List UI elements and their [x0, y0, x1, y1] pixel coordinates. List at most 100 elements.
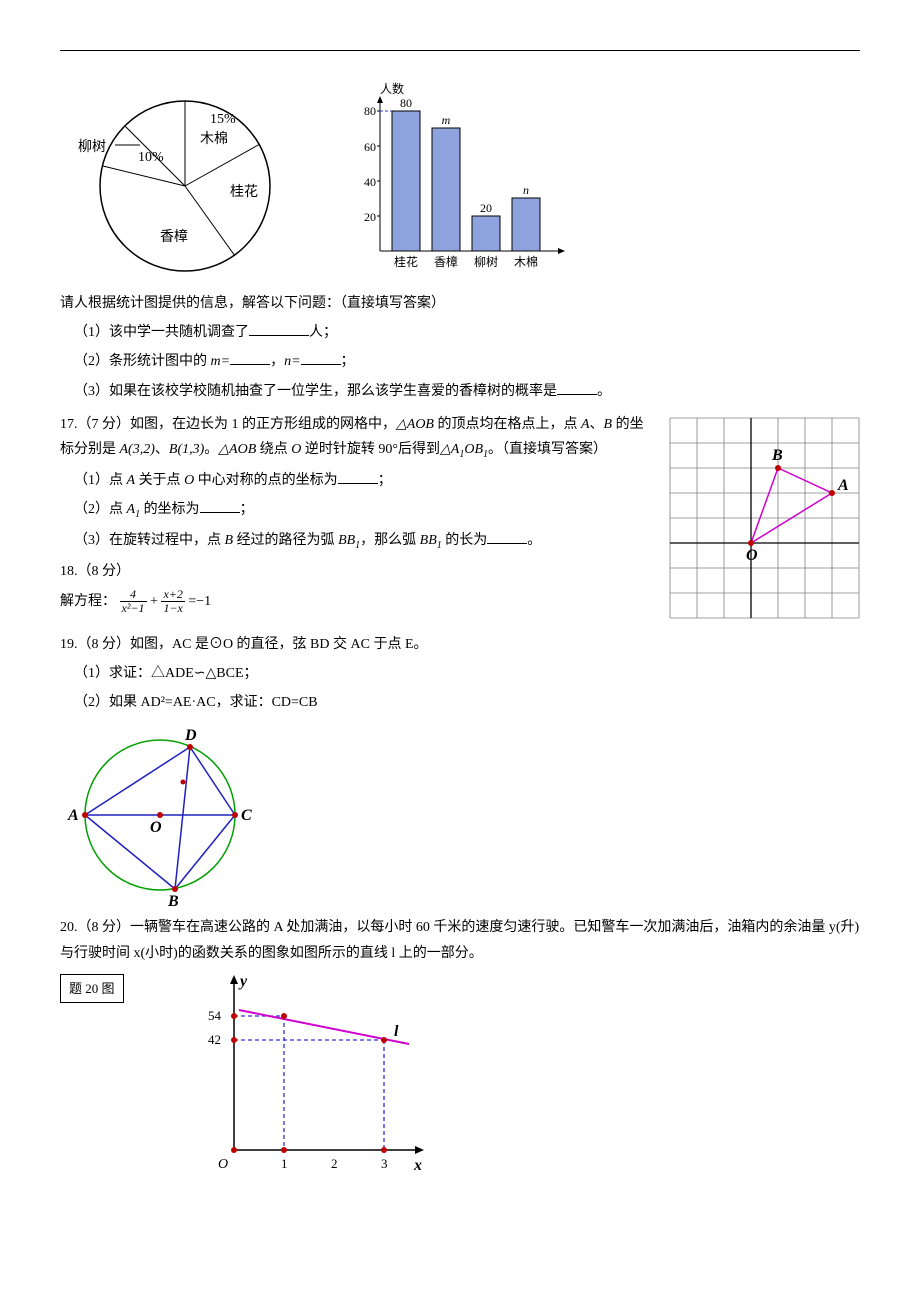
pie-label-liushu: 柳树 — [78, 138, 106, 155]
q18-eq: 解方程： 4x²−1 + x+21−x =−1 — [60, 588, 650, 615]
q16-p2-a: （2）条形统计图中的 — [74, 354, 211, 369]
bar-cat-3: 木棉 — [514, 255, 538, 269]
blank — [487, 529, 527, 544]
t: （2）点 — [74, 502, 127, 517]
q17-stem-f: 绕点 — [256, 442, 291, 457]
lbl-O: O — [150, 819, 162, 836]
t: （3）在旋转过程中，点 — [74, 533, 225, 548]
bar-ylabel: 人数 — [380, 81, 404, 96]
bar-ytick-60: 60 — [364, 140, 376, 154]
lbl-D: D — [184, 727, 197, 744]
q17-stem-a: 17.（7 分）如图，在边长为 1 的正方形组成的网格中， — [60, 417, 396, 432]
q16-p2-end: ； — [341, 354, 355, 369]
t: ； — [378, 473, 392, 488]
bar-ytick-80: 80 — [364, 104, 376, 118]
q20-graph: y x O 54 42 1 2 3 l — [184, 970, 434, 1180]
q17-stem-g: 逆时针旋转 90°后得到 — [301, 442, 440, 457]
q16-p3-end: 。 — [597, 384, 611, 399]
lbl-B: B — [167, 893, 179, 910]
t: 的长为 — [442, 533, 488, 548]
line-l: l — [394, 1023, 399, 1040]
f1n: 4 — [120, 588, 147, 602]
y42: 42 — [208, 1032, 221, 1047]
q19-figure: A C D B O — [60, 720, 260, 910]
t: （1）点 — [74, 473, 127, 488]
grid-B: B — [771, 447, 783, 464]
bar-val-2: 20 — [480, 201, 492, 215]
blank — [338, 469, 378, 484]
q17-stem: 17.（7 分）如图，在边长为 1 的正方形组成的网格中，△AOB 的顶点均在格… — [60, 412, 650, 464]
q16-p1-a: （1）该中学一共随机调查了 — [74, 325, 249, 340]
t: 经过的路径为弧 — [233, 533, 338, 548]
q17-coordB: B(1,3) — [169, 442, 204, 457]
x3: 3 — [381, 1156, 388, 1171]
bar-mumian — [512, 198, 540, 251]
bar-val-0: 80 — [400, 96, 412, 110]
y54: 54 — [208, 1008, 222, 1023]
q17-stem-h: 。（直接填写答案） — [488, 442, 607, 457]
q17-stem-c: 、 — [590, 417, 604, 432]
grid-A: A — [837, 477, 849, 494]
q16-p1: （1）该中学一共随机调查了 人； — [60, 320, 860, 345]
f2d: 1−x — [161, 602, 184, 615]
t: ； — [240, 502, 254, 517]
bar-chart: 人数 80 60 40 20 — [350, 81, 570, 281]
q16-p1-b: 人； — [309, 325, 337, 340]
lbl-C: C — [241, 807, 252, 824]
bar-xiangzhang — [432, 128, 460, 251]
q18-head: 18.（8 分） — [60, 559, 650, 584]
q20-stem: 20.（8 分）一辆警车在高速公路的 A 处加满油，以每小时 60 千米的速度匀… — [60, 915, 860, 965]
q17-p2: （2）点 A1 的坐标为； — [60, 497, 650, 524]
eq: =−1 — [188, 594, 211, 609]
q16-p2: （2）条形统计图中的 m=，n=； — [60, 349, 860, 374]
t: ，那么弧 — [360, 533, 420, 548]
t: 关于点 — [135, 473, 184, 488]
q17-coordA: A(3,2) — [120, 442, 155, 457]
bar-guihua — [392, 111, 420, 251]
t: 中心对称的点的坐标为 — [194, 473, 338, 488]
origin: O — [218, 1157, 228, 1172]
t: 的坐标为 — [140, 502, 200, 517]
q17-p3: （3）在旋转过程中，点 B 经过的路径为弧 BB1，那么弧 BB1 的长为。 — [60, 528, 650, 555]
bar-cat-0: 桂花 — [394, 254, 418, 269]
grid-O: O — [746, 547, 758, 564]
blank — [200, 498, 240, 513]
q16-p3-a: （3）如果在该校学校随机抽查了一位学生，那么该学生喜爱的香樟树的概率是 — [74, 384, 557, 399]
q16-intro: 请人根据统计图提供的信息，解答以下问题：（直接填写答案） — [60, 291, 860, 316]
bar-cat-2: 柳树 — [474, 254, 498, 269]
blank — [557, 380, 597, 395]
blank — [230, 350, 270, 365]
q17-stem-e: 。 — [204, 442, 218, 457]
ylabel: y — [238, 973, 248, 990]
pie-chart: 15% 木棉 10% 柳树 桂花 香樟 — [60, 81, 290, 281]
bar-ytick-40: 40 — [364, 175, 376, 189]
blank — [301, 350, 341, 365]
t: 。 — [527, 533, 541, 548]
pie-label-mumian: 木棉 — [200, 130, 228, 147]
bar-cat-1: 香樟 — [434, 254, 458, 269]
plus: + — [150, 594, 158, 609]
q16-p3: （3）如果在该校学校随机抽查了一位学生，那么该学生喜爱的香樟树的概率是 。 — [60, 379, 860, 404]
bar-val-1: m — [442, 113, 451, 127]
q18-label: 解方程： — [60, 594, 116, 609]
q16-p2-sep: ， — [270, 354, 284, 369]
bar-val-3: n — [523, 183, 529, 197]
f2n: x+2 — [161, 588, 184, 602]
q20-tag: 题 20 图 — [60, 974, 124, 1003]
q17-grid: O A B — [660, 408, 860, 628]
q19-p1: （1）求证：△ADE∽△BCE； — [60, 661, 860, 686]
pie-pct-liushu: 10% — [138, 150, 164, 165]
x1: 1 — [281, 1156, 288, 1171]
page-rule — [60, 50, 860, 51]
xlabel: x — [413, 1157, 422, 1174]
blank — [249, 321, 309, 336]
x2: 2 — [331, 1156, 338, 1171]
q17-p1: （1）点 A 关于点 O 中心对称的点的坐标为； — [60, 468, 650, 493]
pie-pct-mumian: 15% — [210, 112, 236, 127]
bar-ytick-20: 20 — [364, 210, 376, 224]
q16-p2-n: n= — [284, 354, 300, 369]
q17-stem-b: 的顶点均在格点上，点 — [434, 417, 581, 432]
f1d: x²−1 — [120, 602, 147, 615]
q19-p2: （2）如果 AD²=AE·AC，求证：CD=CB — [60, 690, 860, 715]
pie-label-xiangzhang: 香樟 — [160, 228, 188, 245]
